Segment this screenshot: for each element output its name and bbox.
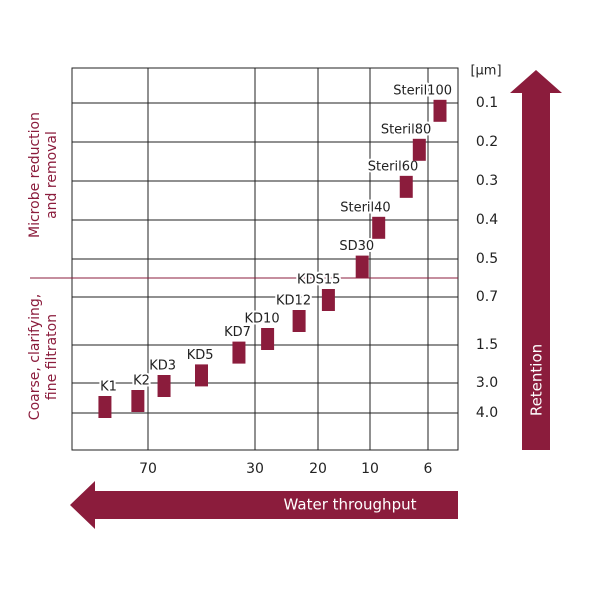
region-label-line: Coarse, clarifying, [27, 294, 43, 420]
filter-mark [433, 99, 447, 122]
filter-mark [321, 289, 335, 311]
y-tick-label: 4.0 [476, 405, 498, 421]
filter-label: KD5 [187, 348, 214, 363]
filter-mark [412, 138, 426, 161]
filter-label: KD10 [245, 312, 280, 327]
y-tick-label: 0.3 [476, 173, 498, 189]
filter-label: SD30 [339, 239, 374, 254]
filter-mark [372, 216, 386, 239]
filter-label: K2 [133, 374, 150, 389]
x-tick-label: 10 [361, 461, 379, 477]
filter-label: Steril60 [368, 159, 418, 174]
filter-label: KDS15 [297, 273, 340, 288]
region-label-line: and removal [44, 131, 60, 219]
x-tick-label: 20 [309, 461, 327, 477]
y-tick-label: 0.5 [476, 251, 498, 267]
filter-mark [195, 364, 208, 387]
filter-label: KD7 [224, 325, 251, 340]
filter-mark [98, 396, 112, 418]
x-tick-label: 30 [246, 461, 264, 477]
y-tick-label: 0.7 [476, 289, 498, 305]
filter-mark [292, 310, 306, 332]
filter-label: KD12 [276, 294, 311, 309]
filter-mark [355, 255, 369, 278]
region-label: Coarse, clarifying, fine filtraton [27, 294, 60, 420]
filter-mark [131, 390, 145, 412]
filter-mark [232, 341, 246, 364]
y-unit: [µm] [470, 64, 501, 79]
y-tick-label: 0.2 [476, 134, 498, 150]
filter-mark [261, 328, 275, 350]
filter-label: Steril80 [381, 122, 431, 137]
region-label-line: Microbe reduction [27, 112, 43, 238]
x-tick-label: 6 [424, 461, 433, 477]
filter-label: Steril100 [393, 83, 452, 98]
region-label: Microbe reduction and removal [27, 112, 60, 238]
filter-label: Steril40 [340, 200, 390, 215]
y-tick-label: 0.1 [476, 95, 498, 111]
y-tick-label: 3.0 [476, 375, 498, 391]
filter-label: KD3 [149, 359, 176, 374]
y-tick-label: 1.5 [476, 337, 498, 353]
x-axis-label: Water throughput [284, 496, 417, 514]
region-label-line: fine filtraton [44, 314, 60, 400]
filter-mark [157, 375, 171, 397]
filter-label: K1 [100, 380, 117, 395]
y-tick-label: 0.4 [476, 212, 498, 228]
filter-mark [399, 175, 413, 198]
throughput-arrow [70, 481, 458, 529]
retention-arrow [510, 70, 562, 450]
y-axis-label: Retention [528, 344, 546, 416]
x-tick-label: 70 [139, 461, 157, 477]
